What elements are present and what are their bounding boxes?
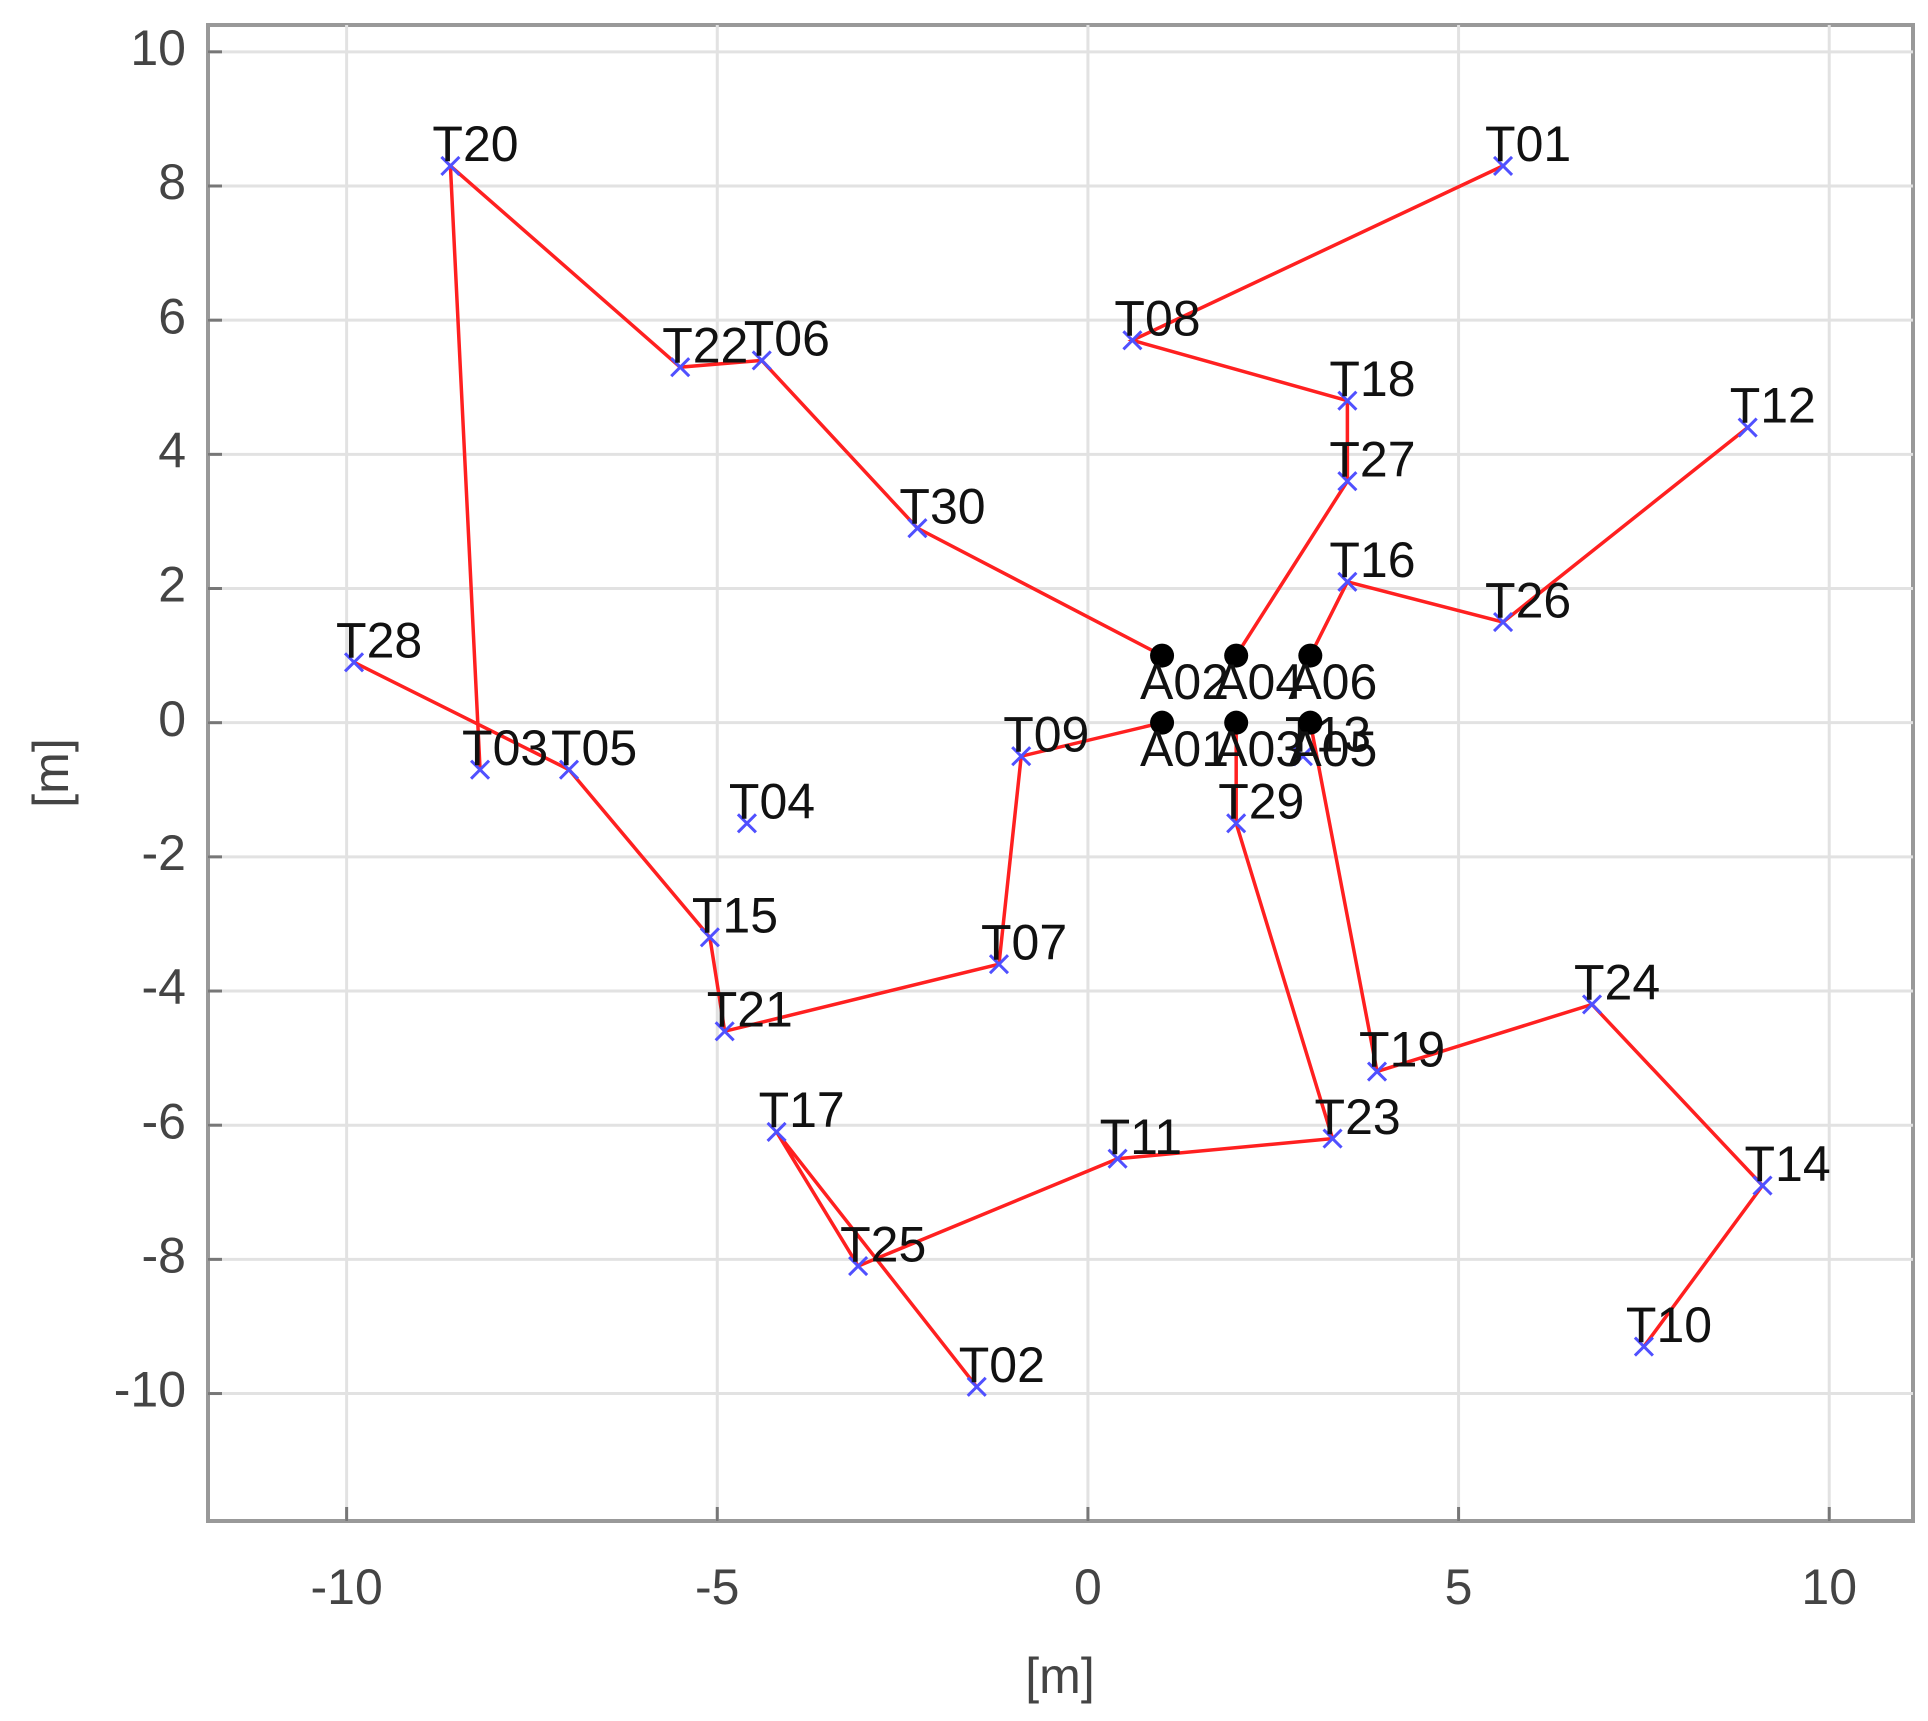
anchor-label: A05 (1288, 721, 1377, 777)
tag-marker (907, 518, 928, 539)
tag-label: T02 (959, 1337, 1045, 1393)
tag-label: T17 (759, 1082, 845, 1138)
tag-marker (1107, 1148, 1128, 1169)
tag-marker (1226, 813, 1247, 834)
tag-label: T30 (899, 478, 985, 534)
anchor-label: A03 (1214, 721, 1303, 777)
y-tick-label: -2 (142, 825, 186, 881)
tag-label: T14 (1745, 1136, 1831, 1192)
tag-label: T11 (1100, 1109, 1182, 1165)
tag-label: T06 (744, 311, 830, 367)
tag-marker (1366, 1061, 1388, 1082)
tag-marker (1292, 746, 1313, 767)
anchor-label: A01 (1140, 721, 1229, 777)
tag-marker (1633, 1336, 1654, 1357)
tag-label: T16 (1329, 532, 1415, 588)
tag-label: T13 (1285, 706, 1371, 762)
tag-marker (736, 813, 757, 834)
y-tick-label: -6 (142, 1093, 186, 1149)
tag-label: T03 (462, 720, 548, 776)
x-tick-label: 10 (1801, 1559, 1857, 1615)
tag-marker (469, 759, 491, 780)
tag-marker (1337, 471, 1358, 492)
y-tick-label: 0 (158, 691, 186, 747)
anchor-label: A06 (1288, 654, 1377, 710)
anchor-marker (1150, 710, 1175, 735)
tag-label: T01 (1485, 116, 1571, 172)
tag-marker (1737, 417, 1758, 438)
tag-marker (1752, 1175, 1773, 1196)
tag-marker (670, 357, 691, 378)
y-tick-label: 8 (158, 154, 186, 210)
tag-label: T18 (1329, 351, 1415, 407)
tag-marker (766, 1121, 787, 1142)
x-axis-label: [m] (1025, 1648, 1094, 1704)
tag-label: T07 (981, 914, 1067, 970)
tag-label: T24 (1574, 955, 1660, 1011)
x-tick-label: 0 (1074, 1559, 1102, 1615)
tag-marker (1492, 155, 1514, 176)
x-tick-label: -5 (695, 1559, 739, 1615)
anchor-marker (1224, 643, 1249, 668)
tag-label: T21 (707, 981, 793, 1037)
tag-marker (1337, 390, 1358, 411)
anchor-marker (1298, 710, 1323, 735)
connection-line (448, 161, 1163, 770)
y-tick-label: 4 (158, 423, 186, 479)
tag-label: T05 (551, 720, 637, 776)
tag-label: T22 (662, 317, 748, 373)
tag-marker (751, 350, 772, 371)
y-tick-label: -10 (114, 1362, 186, 1418)
tag-label: T27 (1329, 431, 1415, 487)
anchor-marker (1298, 643, 1323, 668)
tag-label: T25 (840, 1216, 926, 1272)
tag-marker (1337, 571, 1358, 592)
y-tick-label: 10 (130, 20, 186, 76)
tag-label: T10 (1626, 1297, 1712, 1353)
anchor-label: A04 (1214, 654, 1303, 710)
tag-marker (1492, 611, 1514, 633)
y-axis-label: [m] (23, 738, 79, 807)
tag-marker (1322, 1128, 1343, 1149)
plot-area (206, 23, 1915, 1523)
tag-marker (343, 652, 365, 673)
tag-label: T23 (1315, 1089, 1401, 1145)
x-tick-label: 5 (1445, 1559, 1473, 1615)
tag-label: T20 (432, 116, 518, 172)
tag-marker (1011, 746, 1032, 767)
tag-marker (1581, 994, 1603, 1015)
tag-label: T12 (1730, 378, 1816, 434)
tag-marker (558, 759, 580, 780)
tag-label: T19 (1359, 1022, 1445, 1078)
tag-label: T26 (1485, 572, 1571, 628)
tag-marker (714, 1021, 735, 1042)
tag-label: T29 (1218, 774, 1304, 830)
tag-marker (1122, 330, 1143, 351)
tag-marker (966, 1376, 987, 1397)
tag-marker (440, 155, 461, 176)
connection-line (1308, 426, 1749, 657)
x-tick-label: -10 (310, 1559, 382, 1615)
tag-label: T08 (1114, 291, 1200, 347)
tag-marker (848, 1256, 869, 1277)
y-tick-label: 6 (158, 288, 186, 344)
tag-label: T15 (692, 888, 778, 944)
tag-marker (988, 954, 1010, 975)
y-tick-label: 2 (158, 557, 186, 613)
anchor-marker (1150, 643, 1175, 668)
anchor-label: A02 (1140, 654, 1229, 710)
tag-label: T09 (1003, 706, 1089, 762)
tag-label: T28 (336, 613, 422, 669)
tag-marker (699, 927, 720, 948)
tag-label: T04 (729, 774, 815, 830)
y-tick-label: -4 (142, 959, 186, 1015)
y-tick-label: -8 (142, 1228, 186, 1284)
anchor-marker (1224, 710, 1249, 735)
